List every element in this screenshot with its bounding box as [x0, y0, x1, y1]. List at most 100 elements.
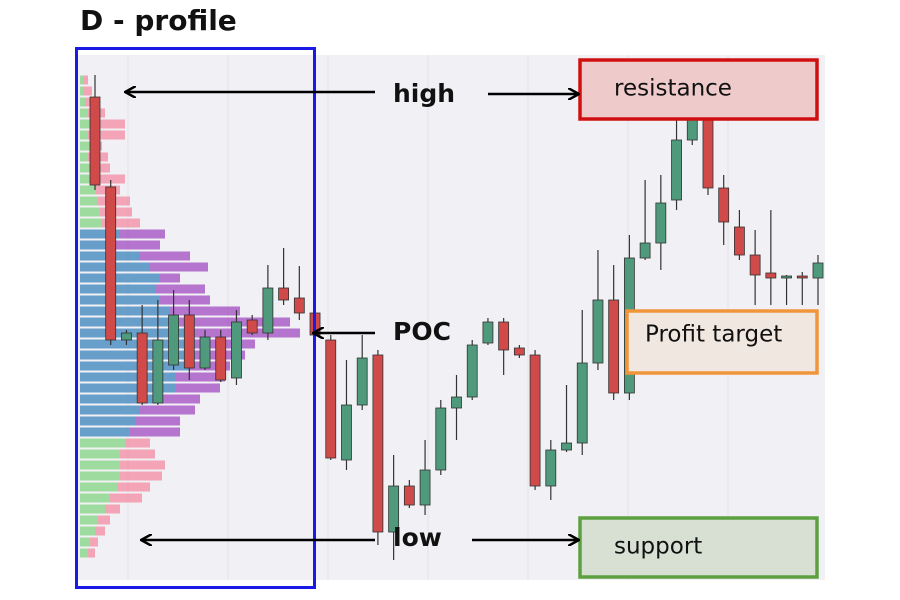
- profile-bar-a: [80, 383, 175, 393]
- profile-bar-a: [80, 273, 160, 283]
- candle-body: [199, 336, 211, 369]
- candle-body: [592, 299, 604, 364]
- candle-body: [419, 469, 431, 506]
- profile-bar-a: [80, 196, 98, 206]
- profile-bar-a: [80, 537, 90, 547]
- profile-bar-a: [80, 460, 120, 470]
- candle-body: [498, 321, 510, 351]
- candle-body: [231, 321, 242, 379]
- profile-bar-a: [80, 405, 140, 415]
- profile-bar-b: [80, 75, 88, 85]
- profile-bar-a: [80, 438, 125, 448]
- candle-body: [262, 287, 274, 334]
- candle-body: [246, 319, 258, 334]
- candle-body: [89, 96, 101, 186]
- profile-bar-a: [80, 372, 175, 382]
- candle-body: [765, 272, 777, 279]
- profile-bar-a: [80, 306, 170, 316]
- profile-bar-a: [80, 207, 100, 217]
- profile-bar-a: [80, 174, 92, 184]
- profile-bar-a: [80, 141, 90, 151]
- candle-body: [403, 485, 415, 506]
- profile-bar-a: [80, 427, 130, 437]
- profile-bar-b: [80, 493, 142, 503]
- candle-body: [341, 404, 352, 461]
- profile-bar-a: [80, 493, 110, 503]
- profile-bar-a: [80, 548, 88, 558]
- candle-body: [812, 262, 824, 279]
- profile-bar-b: [80, 185, 120, 195]
- profile-bar-b: [80, 196, 130, 206]
- profile-bar-a: [80, 229, 120, 239]
- candle-body: [482, 321, 494, 344]
- profile-bar-b: [80, 86, 92, 96]
- profile-bar-a: [80, 394, 160, 404]
- candle-body: [183, 314, 195, 369]
- profile-bar-a: [80, 284, 155, 294]
- candle-body: [466, 344, 478, 398]
- profile-frame: [75, 47, 316, 589]
- profile-bar-b: [80, 460, 165, 470]
- candle-body: [168, 314, 179, 366]
- chart-title: D - profile: [80, 4, 237, 37]
- candle-body: [639, 242, 651, 259]
- candle-body: [655, 202, 667, 244]
- profile-bar-a: [80, 416, 135, 426]
- profile-bar-a: [80, 504, 105, 514]
- poc-label: POC: [393, 317, 451, 346]
- profile-bar-a: [80, 75, 83, 85]
- profile-bar-a: [80, 526, 95, 536]
- support-label: support: [614, 534, 702, 560]
- profile-bar-a: [80, 119, 90, 129]
- profile-bar-a: [80, 185, 95, 195]
- candle-body: [451, 396, 462, 409]
- profile-bar-a: [80, 471, 120, 481]
- candle-body: [215, 336, 227, 381]
- profile-bar-b: [80, 471, 162, 481]
- profile-bar-a: [80, 163, 90, 173]
- profit-target-box: [625, 309, 819, 375]
- candle-body: [293, 297, 305, 314]
- candle-body: [781, 275, 792, 279]
- profile-bar-a: [80, 295, 160, 305]
- profile-bar-b: [80, 174, 125, 184]
- resistance-label: resistance: [614, 76, 732, 102]
- candle-body: [545, 449, 557, 487]
- profile-bar-a: [80, 449, 120, 459]
- candle-body: [734, 226, 745, 256]
- profile-bar-b: [80, 240, 160, 250]
- candles: [89, 75, 824, 560]
- candle-body: [561, 442, 572, 451]
- candle-body: [608, 299, 620, 394]
- candle-body: [749, 254, 761, 276]
- profile-bar-a: [80, 328, 190, 338]
- candle-body: [278, 287, 290, 301]
- profile-bar-a: [80, 317, 180, 327]
- candle-body: [796, 275, 808, 279]
- profile-bar-b: [80, 119, 125, 129]
- profile-bar-a: [80, 97, 85, 107]
- candle-body: [356, 357, 368, 406]
- candle-body: [388, 485, 400, 533]
- candle-body: [718, 187, 730, 223]
- profile-bar-a: [80, 482, 118, 492]
- profile-bar-a: [80, 361, 190, 371]
- candle-body: [105, 186, 117, 341]
- candle-body: [435, 407, 447, 471]
- profile-bar-b: [80, 130, 125, 140]
- profile-bar-a: [80, 515, 98, 525]
- support-box: [578, 516, 819, 579]
- profit-target-label: Profit target: [645, 322, 782, 348]
- candle-body: [576, 362, 588, 444]
- profile-bar-a: [80, 130, 88, 140]
- arrows: [126, 92, 578, 540]
- profile-bar-a: [80, 86, 83, 96]
- profile-bar-a: [80, 152, 88, 162]
- candle-body: [121, 332, 132, 341]
- candle-body: [325, 339, 337, 459]
- profile-bar-a: [80, 218, 102, 228]
- candle-body: [513, 347, 525, 356]
- resistance-box: [578, 58, 819, 121]
- high-label: high: [393, 79, 455, 108]
- candle-body: [671, 139, 682, 201]
